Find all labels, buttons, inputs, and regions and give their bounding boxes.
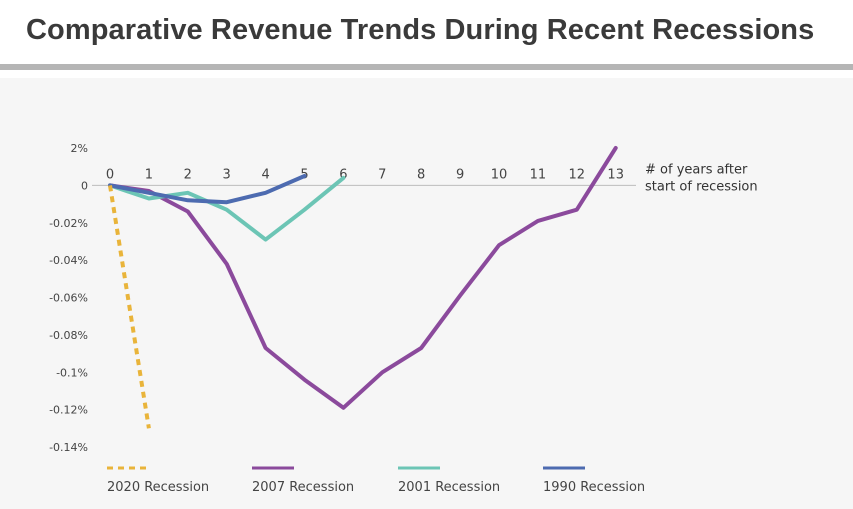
y-axis: 2% 0 -0.02% -0.04% -0.06% -0.08% -0.1% -0.12% -0… (49, 142, 88, 454)
y-tick-label: -0.14% (49, 441, 88, 454)
x-tick-label: 0 (106, 167, 114, 182)
y-tick-label: 0 (81, 179, 88, 192)
legend-label: 2001 Recession (398, 480, 500, 495)
x-tick-label: 9 (456, 167, 464, 182)
y-tick-label: -0.06% (49, 292, 88, 305)
legend-label: 2020 Recession (107, 480, 209, 495)
legend: 2020 Recession 2007 Recession 2001 Recessi… (107, 466, 645, 495)
series-line-2007-recession (108, 146, 618, 410)
x-tick-label: 10 (491, 167, 508, 182)
series-line-2001-recession (108, 175, 346, 242)
x-axis: 0 1 2 3 4 5 6 7 8 9 10 11 12 13 (106, 167, 624, 182)
y-tick-label: -0.04% (49, 254, 88, 267)
title-divider (0, 64, 853, 70)
series-lines (108, 146, 618, 429)
x-tick-label: 8 (417, 167, 425, 182)
x-tick-label: 12 (569, 167, 586, 182)
chart-panel (0, 78, 853, 509)
series-line-1990-recession (108, 174, 307, 205)
x-axis-label-line1: # of years after (645, 162, 748, 177)
legend-label: 2007 Recession (252, 480, 354, 495)
series-line-2020-recession (108, 185, 151, 429)
x-tick-label: 2 (184, 167, 192, 182)
x-tick-label: 1 (145, 167, 153, 182)
y-tick-label: -0.02% (49, 217, 88, 230)
x-tick-label: 4 (261, 167, 269, 182)
x-tick-label: 7 (378, 167, 386, 182)
y-tick-label: -0.12% (49, 404, 88, 417)
x-axis-label-line2: start of recession (645, 179, 758, 194)
x-tick-label: 13 (607, 167, 624, 182)
y-tick-label: -0.1% (56, 366, 88, 379)
page-title: Comparative Revenue Trends During Recent… (26, 14, 815, 46)
x-tick-label: 3 (223, 167, 231, 182)
legend-label: 1990 Recession (543, 480, 645, 495)
x-tick-label: 6 (339, 167, 347, 182)
x-tick-label: 11 (530, 167, 547, 182)
y-tick-label: 2% (71, 142, 88, 155)
y-tick-label: -0.08% (49, 329, 88, 342)
